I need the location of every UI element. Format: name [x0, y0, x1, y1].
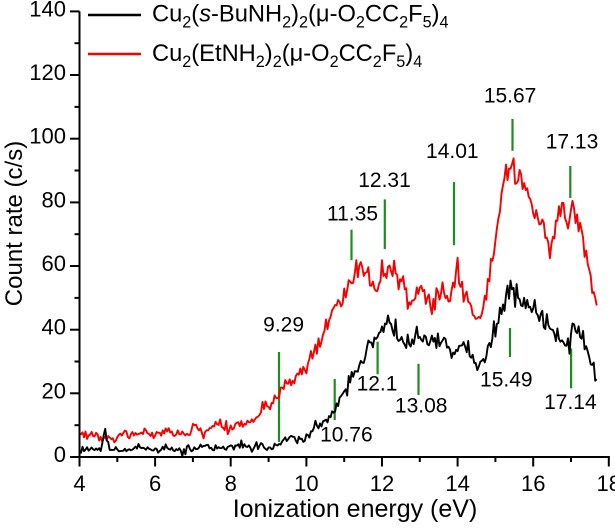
svg-text:140: 140 [29, 0, 66, 21]
svg-text:0: 0 [54, 442, 66, 467]
svg-text:17.14: 17.14 [544, 391, 597, 414]
svg-text:9.29: 9.29 [263, 314, 304, 337]
svg-text:12: 12 [370, 471, 394, 496]
svg-text:Count rate (c/s): Count rate (c/s) [1, 141, 28, 306]
svg-text:10: 10 [294, 471, 318, 496]
svg-text:120: 120 [29, 60, 66, 85]
svg-text:80: 80 [42, 187, 66, 212]
svg-text:17.13: 17.13 [546, 130, 599, 153]
svg-text:15.67: 15.67 [484, 84, 537, 107]
svg-text:6: 6 [149, 471, 161, 496]
svg-text:14: 14 [445, 471, 469, 496]
svg-text:12.31: 12.31 [358, 169, 411, 192]
svg-text:Ionization energy (eV): Ionization energy (eV) [233, 495, 478, 523]
svg-text:4: 4 [73, 471, 85, 496]
svg-text:40: 40 [42, 315, 66, 340]
svg-text:100: 100 [29, 124, 66, 149]
svg-text:16: 16 [521, 471, 545, 496]
svg-text:60: 60 [42, 251, 66, 276]
svg-text:8: 8 [225, 471, 237, 496]
svg-text:14.01: 14.01 [426, 140, 479, 163]
svg-text:Cu2(EtNH2)2(μ-O2CC2F5)4: Cu2(EtNH2)2(μ-O2CC2F5)4 [152, 41, 422, 71]
svg-text:11.35: 11.35 [327, 203, 378, 226]
svg-text:20: 20 [42, 378, 66, 403]
svg-text:13.08: 13.08 [395, 395, 448, 418]
svg-text:15.49: 15.49 [480, 368, 533, 391]
svg-text:10.76: 10.76 [320, 423, 373, 446]
svg-text:18: 18 [597, 471, 615, 496]
svg-text:12.1: 12.1 [357, 373, 398, 396]
